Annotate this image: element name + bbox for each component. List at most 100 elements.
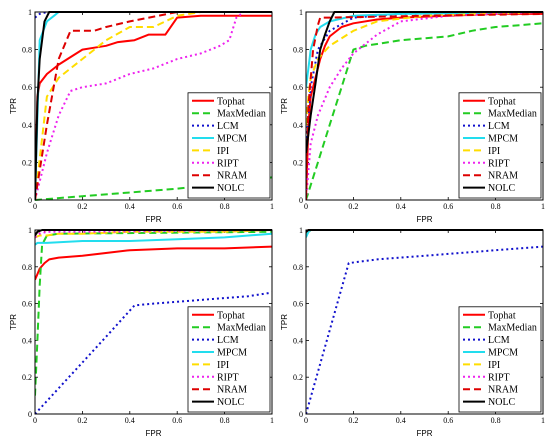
y-tick-label: 1 (28, 226, 32, 235)
series-line-maxmedian (35, 230, 273, 396)
x-tick-label: 0.4 (125, 416, 135, 425)
legend-label: Tophat (488, 310, 516, 321)
legend-label: NOLC (488, 183, 516, 194)
legend-label: RIPT (217, 372, 239, 383)
y-tick-label: 0.6 (293, 83, 303, 92)
series-line-nram (35, 11, 272, 201)
y-tick-label: 0.2 (293, 158, 303, 167)
y-tick-label: 1 (299, 8, 303, 17)
plot-frame (34, 229, 273, 415)
legend-label: IPI (217, 360, 229, 371)
series-line-tophat (35, 14, 272, 201)
x-axis-label: FPR (146, 215, 162, 224)
x-tick-label: 0.2 (348, 202, 358, 211)
x-tick-label: 1 (270, 202, 274, 211)
legend-label: LCM (217, 121, 239, 132)
y-tick-label: 0.4 (22, 336, 32, 345)
y-tick-label: 0.6 (22, 83, 32, 92)
x-tick-label: 0.2 (77, 202, 87, 211)
legend-label: LCM (217, 335, 239, 346)
y-tick-label: 0.2 (22, 373, 32, 382)
y-tick-label: 0.8 (22, 46, 32, 55)
legend-label: IPI (217, 146, 229, 157)
series-line-nram (306, 12, 544, 201)
x-tick-label: 0.8 (220, 416, 230, 425)
legend-label: Tophat (217, 310, 245, 321)
legend-label: NRAM (217, 171, 247, 182)
legend-label: RIPT (217, 158, 239, 169)
x-tick-label: 0.2 (348, 416, 358, 425)
legend-label: MaxMedian (488, 109, 537, 120)
y-tick-label: 0.4 (22, 121, 32, 130)
y-tick-label: 0.8 (22, 263, 32, 272)
legend-label: Tophat (217, 96, 245, 107)
legend-box (187, 306, 271, 413)
x-tick-label: 0.4 (396, 202, 406, 211)
legend-label: NRAM (217, 385, 247, 396)
x-tick-label: 0.2 (77, 416, 87, 425)
x-axis-label: FPR (417, 215, 433, 224)
x-tick-label: 0 (33, 416, 37, 425)
x-tick-label: 0.6 (172, 202, 182, 211)
roc-panel-1: 0 0.2 0.4 0.6 0.8 1 0 0.2 0.4 0.6 0.8 1 FPR TPR Tophat… (9, 8, 274, 224)
legend-box (458, 92, 542, 199)
series-line-maxmedian (306, 22, 544, 201)
y-tick-label: 0.8 (293, 46, 303, 55)
y-tick-label: 0 (299, 410, 303, 419)
roc-panel-2: 0 0.2 0.4 0.6 0.8 1 0 0.2 0.4 0.6 0.8 1 FPR TPR Tophat… (280, 8, 545, 224)
y-tick-label: 0.4 (293, 336, 303, 345)
x-tick-label: 0 (304, 416, 308, 425)
x-tick-label: 1 (541, 202, 545, 211)
series-line-mpcm (306, 229, 543, 238)
series-line-ript (306, 11, 544, 201)
series-line-tophat (35, 245, 273, 281)
legend-label: MaxMedian (488, 323, 537, 334)
x-tick-label: 0 (304, 202, 308, 211)
y-tick-label: 0 (28, 410, 32, 419)
legend-label: MPCM (488, 134, 518, 145)
series-line-mpcm (306, 11, 544, 88)
legend-box (187, 92, 271, 199)
y-tick-label: 1 (28, 8, 32, 17)
plot-frame (305, 11, 544, 201)
y-tick-label: 0 (299, 196, 303, 205)
x-tick-label: 1 (541, 416, 545, 425)
legend-box (458, 306, 542, 413)
series-line-ipi (35, 229, 273, 239)
plot-frame (34, 11, 273, 201)
x-axis-label: FPR (417, 429, 433, 438)
legend-label: Tophat (488, 96, 516, 107)
y-tick-label: 1 (299, 226, 303, 235)
x-tick-label: 0.8 (220, 202, 230, 211)
x-tick-label: 0.4 (396, 416, 406, 425)
legend-label: MPCM (217, 348, 247, 359)
y-axis-label: TPR (9, 98, 18, 114)
series-line-ript (35, 11, 272, 201)
series-line-lcm (306, 245, 544, 415)
x-tick-label: 0.8 (491, 416, 501, 425)
x-axis-label: FPR (146, 429, 162, 438)
legend-label: NRAM (488, 385, 518, 396)
x-tick-label: 0.6 (443, 416, 453, 425)
x-tick-label: 0.6 (443, 202, 453, 211)
legend-label: NOLC (217, 397, 245, 408)
y-tick-label: 0.6 (293, 300, 303, 309)
y-tick-label: 0 (28, 196, 32, 205)
legend-label: MPCM (217, 134, 247, 145)
legend-label: RIPT (488, 372, 510, 383)
y-tick-label: 0.2 (293, 373, 303, 382)
legend-label: IPI (488, 360, 500, 371)
x-tick-label: 0 (33, 202, 37, 211)
y-tick-label: 0.8 (293, 263, 303, 272)
roc-panel-4: 0 0.2 0.4 0.6 0.8 1 0 0.2 0.4 0.6 0.8 1 FPR TPR Tophat… (280, 226, 545, 438)
y-tick-label: 0.6 (22, 300, 32, 309)
series-line-mpcm (35, 232, 273, 246)
series-line-ipi (35, 11, 272, 201)
legend-label: NRAM (488, 171, 518, 182)
x-tick-label: 0.6 (172, 416, 182, 425)
plot-frame (305, 229, 544, 415)
